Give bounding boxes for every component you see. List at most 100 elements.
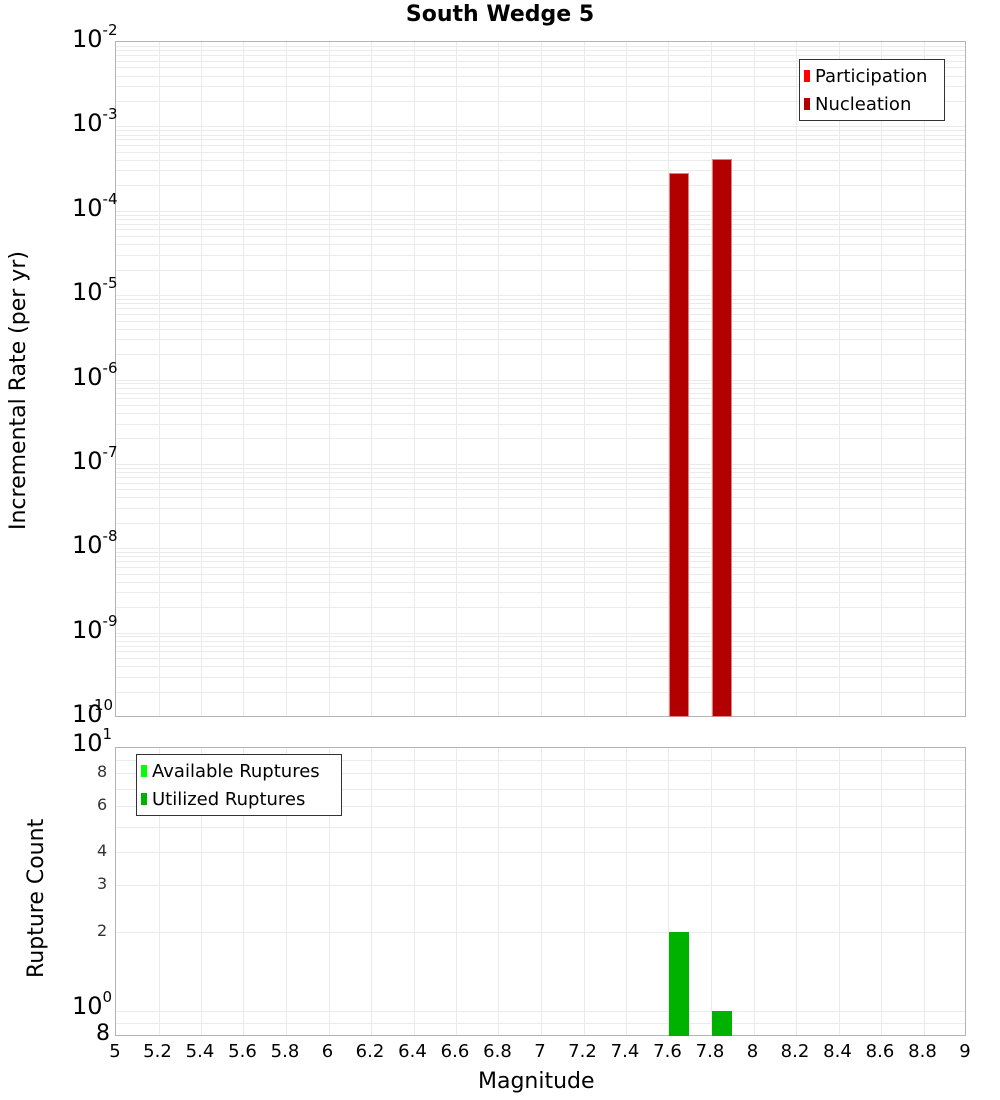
grid-line xyxy=(371,748,372,1035)
legend-label: Utilized Ruptures xyxy=(152,788,306,810)
x-tick-label: 6.6 xyxy=(440,1041,470,1062)
grid-line xyxy=(116,633,965,634)
grid-line xyxy=(796,42,797,716)
grid-line xyxy=(116,658,965,659)
legend-item-participation: Participation xyxy=(804,62,940,90)
legend-label: Participation xyxy=(815,65,928,87)
grid-line xyxy=(711,42,712,716)
grid-line xyxy=(754,42,755,716)
grid-line xyxy=(116,523,965,524)
x-axis-label: Magnitude xyxy=(478,1069,595,1094)
nucleation-bar xyxy=(711,159,732,717)
y-tick-label: 10-10 xyxy=(72,696,114,728)
grid-line xyxy=(116,236,965,237)
y-tick-label: 10-5 xyxy=(72,274,118,307)
grid-line xyxy=(116,773,965,774)
chart-title: South Wedge 5 xyxy=(405,2,595,27)
x-tick-label: 5.6 xyxy=(228,1041,257,1062)
rate-y-axis-label: Incremental Rate (per yr) xyxy=(6,251,31,530)
x-tick-label: 8 xyxy=(746,1041,759,1062)
grid-line xyxy=(116,299,965,300)
nucleation-swatch-icon xyxy=(804,98,810,110)
grid-line xyxy=(116,170,965,171)
grid-line xyxy=(414,748,415,1035)
grid-line xyxy=(116,646,965,647)
grid-line xyxy=(498,42,499,716)
grid-line xyxy=(201,748,202,1035)
grid-line xyxy=(584,748,585,1035)
grid-line xyxy=(116,388,965,389)
grid-line xyxy=(116,126,965,127)
y-tick-label: 100 xyxy=(72,987,113,1020)
grid-line xyxy=(116,295,965,296)
grid-line xyxy=(839,748,840,1035)
grid-line xyxy=(116,468,965,469)
y-tick-label: 10-4 xyxy=(72,189,118,222)
grid-line xyxy=(116,383,965,384)
grid-line xyxy=(116,483,965,484)
participation-swatch-icon xyxy=(804,70,810,82)
x-tick-label: 6.8 xyxy=(483,1041,512,1062)
y-tick-label: 10-7 xyxy=(72,442,118,475)
grid-line xyxy=(159,42,160,716)
utilized-bar xyxy=(711,1010,732,1036)
grid-line xyxy=(881,42,882,716)
grid-line xyxy=(116,46,965,47)
grid-line xyxy=(116,677,965,678)
grid-line xyxy=(626,42,627,716)
x-tick-label: 7.6 xyxy=(653,1041,682,1062)
grid-line xyxy=(116,438,965,439)
x-tick-label: 5 xyxy=(109,1041,121,1062)
x-tick-label: 7.2 xyxy=(568,1041,597,1062)
grid-line xyxy=(116,636,965,637)
grid-line xyxy=(116,314,965,315)
x-tick-label: 8.6 xyxy=(865,1041,895,1062)
grid-line xyxy=(116,852,965,853)
y-minor-tick-label: 2 xyxy=(97,920,108,940)
grid-line xyxy=(286,748,287,1035)
y-tick-label: 101 xyxy=(72,725,113,757)
grid-line xyxy=(116,1011,965,1012)
grid-line xyxy=(116,321,965,322)
grid-line xyxy=(116,932,965,933)
grid-line xyxy=(881,748,882,1035)
grid-line xyxy=(541,42,542,716)
grid-line xyxy=(711,748,712,1035)
grid-line xyxy=(116,760,965,761)
grid-line xyxy=(116,692,965,693)
grid-line xyxy=(116,497,965,498)
grid-line xyxy=(286,42,287,716)
grid-line xyxy=(116,424,965,425)
x-tick-label: 5.8 xyxy=(270,1041,300,1062)
grid-line xyxy=(116,329,965,330)
grid-line xyxy=(116,152,965,153)
x-tick-label: 7 xyxy=(534,1041,546,1062)
x-tick-label: 5.4 xyxy=(185,1041,215,1062)
grid-line xyxy=(116,308,965,309)
grid-line xyxy=(116,215,965,216)
grid-line xyxy=(243,748,244,1035)
grid-line xyxy=(924,748,925,1035)
grid-line xyxy=(116,339,965,340)
grid-line xyxy=(201,42,202,716)
nucleation-bar xyxy=(669,173,690,717)
x-tick-label: 7.8 xyxy=(695,1041,725,1062)
x-tick-label: 6 xyxy=(321,1041,334,1062)
x-tick-label: 5.2 xyxy=(143,1041,172,1062)
grid-line xyxy=(116,139,965,140)
grid-line xyxy=(668,42,669,716)
grid-line xyxy=(116,86,965,87)
grid-line xyxy=(116,548,965,549)
x-tick-label: 8.4 xyxy=(823,1041,852,1062)
grid-line xyxy=(116,489,965,490)
y-minor-tick-label: 4 xyxy=(97,841,108,861)
grid-line xyxy=(116,472,965,473)
x-tick-label: 8.2 xyxy=(780,1041,810,1062)
grid-line xyxy=(116,393,965,394)
grid-line xyxy=(116,255,965,256)
grid-line xyxy=(116,61,965,62)
grid-line xyxy=(116,607,965,608)
legend-item-utilized: Utilized Ruptures xyxy=(141,785,337,813)
grid-line xyxy=(116,303,965,304)
grid-line xyxy=(754,748,755,1035)
